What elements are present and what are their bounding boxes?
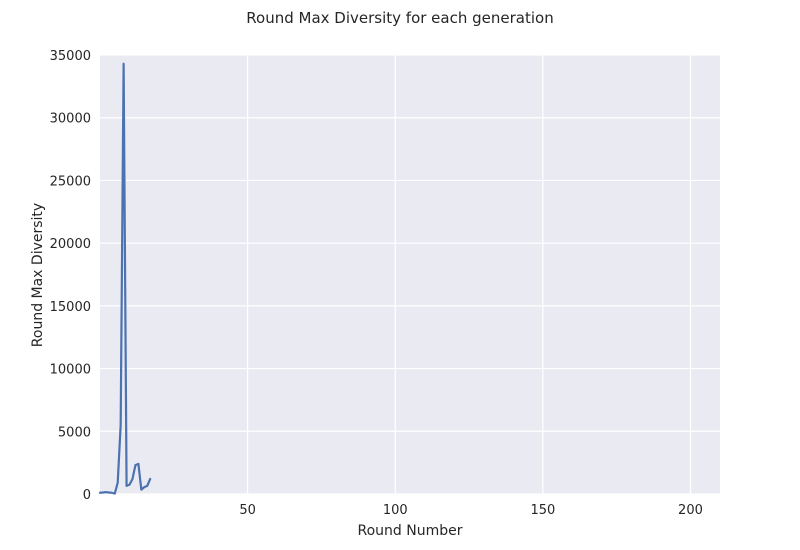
series-layer [98,62,152,495]
chart-title: Round Max Diversity for each generation [246,9,553,27]
x-tick-label: 50 [239,503,256,518]
y-axis-label: Round Max Diversity [30,203,46,347]
y-tick-label: 15000 [50,300,91,315]
y-tick-label: 20000 [50,237,91,252]
y-tick-label: 10000 [50,363,91,378]
x-tick-label: 150 [530,503,555,518]
y-tick-labels: 0 5000 10000 15000 20000 25000 30000 35000 [50,49,91,503]
x-gridlines [247,55,692,494]
y-tick-label: 0 [83,488,91,503]
series-line [98,62,152,495]
x-tick-label: 100 [383,503,408,518]
plot-area [100,55,720,494]
x-tick-labels: 50 100 150 200 [239,503,703,518]
y-tick-label: 25000 [50,174,91,189]
y-tick-label: 5000 [58,425,91,440]
x-tick-label: 200 [678,503,703,518]
y-tick-label: 35000 [50,49,91,64]
x-axis-label: Round Number [358,523,463,539]
y-gridlines [100,54,720,495]
y-tick-label: 30000 [50,112,91,127]
